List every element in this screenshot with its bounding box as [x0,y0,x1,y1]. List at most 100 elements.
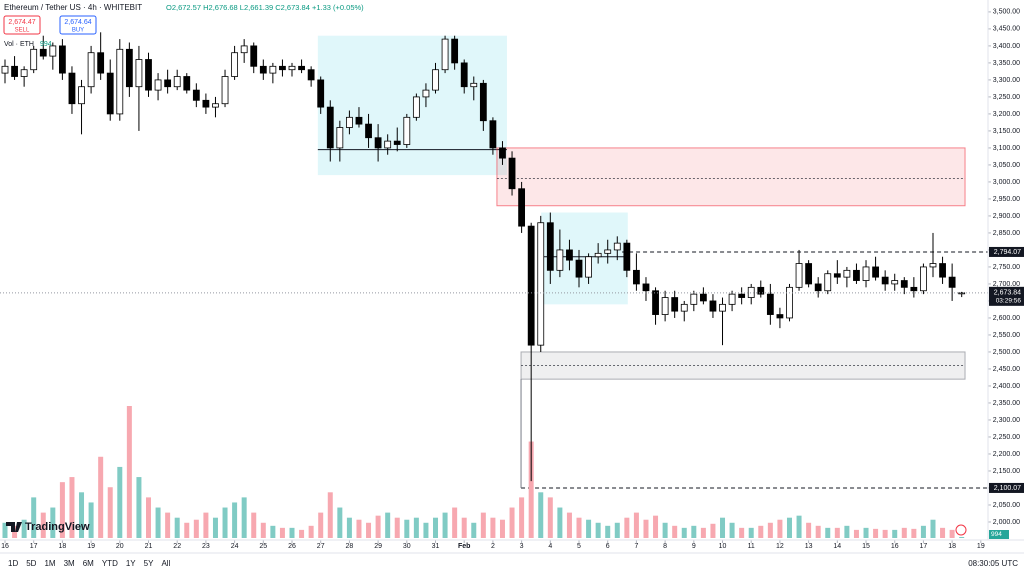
candle-body [604,249,612,254]
volume-bar [241,497,247,538]
level-label: 2,100.07 [994,485,1021,492]
candle-body [805,263,813,285]
candle-body [757,286,765,295]
candle-body [489,120,497,149]
buy-price[interactable]: 2,674.64 [64,19,91,26]
range-button[interactable]: 6M [83,559,94,568]
range-button[interactable]: All [161,559,170,568]
candle-body [699,293,707,302]
candle-body [623,242,631,271]
buy-label[interactable]: BUY [72,28,84,34]
level-label-box [989,246,1024,257]
volume-bar [662,522,668,538]
sell-price[interactable]: 2,674.47 [8,19,35,26]
x-tick-label: 19 [977,543,985,550]
candle-body [613,242,621,251]
volume-bar [758,525,764,538]
volume-bar [700,527,706,538]
candle-body [671,297,679,312]
candle-body [116,48,124,115]
x-tick-label: 14 [833,543,841,550]
y-tick-label: 2,150.00 [993,468,1020,475]
x-tick-label: 29 [374,543,382,550]
last-price-box [989,286,1024,306]
candle-body [460,62,468,88]
y-tick-label: 3,500.00 [993,9,1020,16]
candle-body [527,225,535,346]
x-tick-label: 31 [432,543,440,550]
zone [520,351,966,380]
volume-bar [643,519,649,538]
sell-button[interactable] [3,15,41,35]
candle-body [97,52,105,74]
x-tick-label: 19 [87,543,95,550]
candle-body [192,89,200,101]
alert-icon[interactable] [955,524,967,536]
x-tick-label: 7 [634,543,638,550]
x-tick-label: 12 [776,543,784,550]
candle-body [470,82,478,88]
candle-body [30,48,38,71]
candle-body [451,38,459,64]
range-button[interactable]: 1Y [126,559,136,568]
x-tick-label: 27 [317,543,325,550]
candle-body [393,140,401,145]
y-tick-label: 3,100.00 [993,145,1020,152]
candle-body [929,263,937,268]
volume-bar [624,517,630,538]
candle-body [594,252,602,258]
y-tick-label: 2,200.00 [993,451,1020,458]
candle-body [422,89,430,98]
candle-body [661,297,669,315]
volume-bar [786,517,792,538]
volume-bar [557,507,563,538]
range-button[interactable]: YTD [102,559,118,568]
clock: 08:30:05 UTC [968,559,1018,568]
volume-bar [509,507,515,538]
range-button[interactable]: 5Y [144,559,154,568]
range-button[interactable]: 5D [26,559,36,568]
y-tick-label: 3,300.00 [993,77,1020,84]
candle-body [479,82,487,122]
y-tick-label: 2,850.00 [993,230,1020,237]
volume-bar [480,512,486,538]
candle-body [87,52,95,88]
candle-body [537,222,545,346]
range-button[interactable]: 3M [64,559,75,568]
candle-body [939,263,946,278]
volume-bar [863,527,869,538]
x-tick-label: 8 [663,543,667,550]
range-button[interactable]: 1D [8,559,18,568]
volume-bar [882,529,888,538]
candle-body [862,266,870,281]
sell-label[interactable]: SELL [15,28,30,34]
volume-bar [519,497,525,538]
buy-button[interactable] [59,15,97,35]
candle-body [212,103,219,108]
y-tick-label: 2,900.00 [993,213,1020,220]
volume-bar [98,456,104,538]
candle-body [20,69,28,77]
candle-body [307,69,315,81]
volume-bar [2,522,8,538]
candle-body [288,65,296,71]
candle-body [336,127,344,149]
volume-bar [155,507,161,538]
volume-bar [853,529,859,538]
x-tick-label: 9 [692,543,696,550]
candle-body [786,286,793,319]
candle-body [747,286,755,298]
candle-body [958,292,966,295]
candle-body [374,137,382,149]
candle-body [259,65,267,74]
candle-body [891,280,899,285]
candle-body [384,140,392,149]
y-tick-label: 3,200.00 [993,111,1020,118]
range-button[interactable]: 1M [44,559,55,568]
candle-body [1,65,9,74]
volume-bar [739,527,745,538]
candle-body [164,79,172,88]
volume-bar [69,477,75,538]
y-tick-label: 2,600.00 [993,315,1020,322]
